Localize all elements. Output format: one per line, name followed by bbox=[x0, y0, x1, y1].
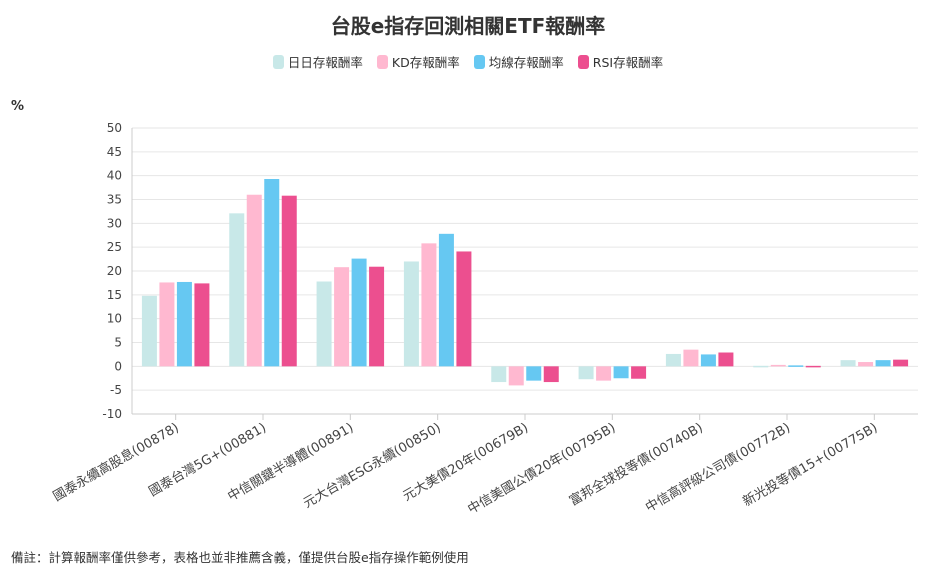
legend-swatch-rsi bbox=[577, 54, 589, 69]
bar-3-4[interactable] bbox=[438, 233, 454, 367]
y-tick-label: -10 bbox=[102, 407, 122, 421]
bar-chart: 50454035302520151050-5-10國泰永續高股息(00878)國… bbox=[50, 121, 918, 517]
bar-3-6[interactable] bbox=[613, 366, 629, 379]
bar-4-3[interactable] bbox=[369, 266, 385, 367]
bar-3-1[interactable] bbox=[176, 281, 192, 367]
bar-1-5[interactable] bbox=[491, 366, 507, 383]
legend-label-kd: KD存報酬率 bbox=[391, 55, 460, 70]
bar-4-5[interactable] bbox=[543, 366, 559, 383]
bar-4-7[interactable] bbox=[718, 352, 734, 367]
bar-2-2[interactable] bbox=[246, 194, 262, 367]
bar-4-4[interactable] bbox=[456, 251, 472, 367]
y-tick-label: 0 bbox=[114, 359, 122, 373]
bar-3-3[interactable] bbox=[351, 258, 367, 367]
bar-4-1[interactable] bbox=[194, 283, 210, 367]
bar-2-6[interactable] bbox=[596, 366, 612, 381]
legend-item-ma[interactable]: 均線存報酬率 bbox=[473, 52, 564, 71]
bar-1-8[interactable] bbox=[753, 365, 769, 368]
bar-3-7[interactable] bbox=[700, 354, 716, 367]
y-tick-label: 50 bbox=[107, 121, 122, 135]
legend-label-daily: 日日存報酬率 bbox=[287, 55, 363, 70]
grid-lines bbox=[132, 127, 918, 415]
bar-2-4[interactable] bbox=[421, 243, 437, 367]
bar-2-1[interactable] bbox=[159, 282, 175, 367]
bar-1-3[interactable] bbox=[316, 281, 332, 367]
bar-2-7[interactable] bbox=[683, 349, 699, 367]
legend: 日日存報酬率 KD存報酬率 均線存報酬率 RSI存報酬率 bbox=[0, 52, 936, 71]
bar-4-2[interactable] bbox=[281, 195, 297, 367]
bar-4-6[interactable] bbox=[631, 366, 647, 379]
y-tick-label: -5 bbox=[110, 383, 122, 397]
bars bbox=[141, 179, 909, 386]
bar-1-2[interactable] bbox=[229, 213, 245, 367]
bar-2-8[interactable] bbox=[770, 364, 786, 367]
y-tick-label: 15 bbox=[107, 288, 122, 302]
legend-swatch-ma bbox=[473, 54, 485, 69]
y-tick-label: 20 bbox=[107, 264, 122, 278]
legend-item-daily[interactable]: 日日存報酬率 bbox=[272, 52, 363, 71]
legend-label-ma: 均線存報酬率 bbox=[488, 55, 564, 70]
y-axis-unit: % bbox=[11, 99, 25, 114]
x-tick-label: 新光投等債15+(00775B) bbox=[740, 420, 880, 510]
legend-swatch-daily bbox=[272, 54, 284, 69]
legend-swatch-kd bbox=[376, 54, 388, 69]
bar-2-5[interactable] bbox=[508, 366, 524, 386]
bar-3-2[interactable] bbox=[264, 179, 280, 367]
y-tick-label: 10 bbox=[107, 312, 122, 326]
legend-item-kd[interactable]: KD存報酬率 bbox=[376, 52, 460, 71]
bar-3-8[interactable] bbox=[788, 365, 804, 367]
bar-1-6[interactable] bbox=[578, 366, 594, 380]
x-tick-label: 中信高評級公司債(00772B) bbox=[643, 420, 793, 516]
y-tick-label: 5 bbox=[114, 336, 122, 350]
legend-item-rsi[interactable]: RSI存報酬率 bbox=[577, 52, 664, 71]
bar-4-9[interactable] bbox=[893, 359, 909, 367]
footnote: 備註：計算報酬率僅供參考，表格也並非推薦含義，僅提供台股e指存操作範例使用 bbox=[11, 550, 469, 565]
y-tick-label: 40 bbox=[107, 169, 122, 183]
bar-4-8[interactable] bbox=[805, 365, 821, 368]
chart-title: 台股e指存回測相關ETF報酬率 bbox=[330, 14, 606, 38]
y-tick-label: 45 bbox=[107, 145, 122, 159]
bar-1-1[interactable] bbox=[141, 295, 157, 367]
bar-2-3[interactable] bbox=[334, 267, 350, 367]
bar-1-7[interactable] bbox=[665, 353, 681, 367]
x-tick-label: 中信美國公債20年(00795B) bbox=[465, 420, 618, 517]
bar-1-4[interactable] bbox=[403, 261, 419, 367]
legend-label-rsi: RSI存報酬率 bbox=[592, 55, 664, 70]
bar-1-9[interactable] bbox=[840, 360, 856, 367]
bar-2-9[interactable] bbox=[858, 362, 874, 367]
y-tick-label: 30 bbox=[107, 216, 122, 230]
bar-3-5[interactable] bbox=[526, 366, 542, 381]
bar-3-9[interactable] bbox=[875, 360, 891, 367]
y-tick-label: 35 bbox=[107, 193, 122, 207]
x-tick-label: 元大台灣ESG永續(00850) bbox=[301, 420, 444, 511]
y-tick-label: 25 bbox=[107, 240, 122, 254]
